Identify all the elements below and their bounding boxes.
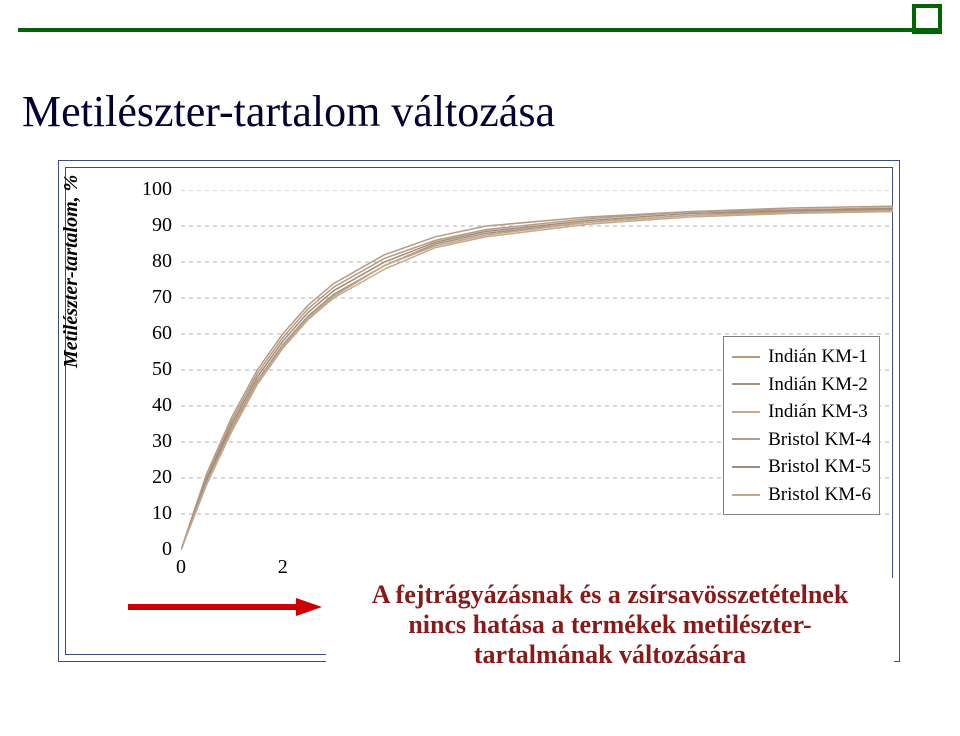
x-tick: 0 [166, 556, 196, 579]
chart-inner-frame: Metilészter-tartalom, % 0102030405060708… [65, 167, 893, 655]
page-title: Metilészter-tartalom változása [22, 86, 555, 137]
legend-swatch [732, 438, 760, 440]
legend-item: Bristol KM-6 [732, 481, 871, 509]
y-tick: 40 [132, 394, 172, 417]
legend-label: Bristol KM-6 [768, 481, 871, 509]
y-tick: 30 [132, 430, 172, 453]
legend-label: Indián KM-3 [768, 398, 868, 426]
legend-item: Indián KM-2 [732, 371, 871, 399]
legend-item: Indián KM-3 [732, 398, 871, 426]
callout-line-2: nincs hatása a termékek metilészter- [408, 610, 811, 639]
y-axis-label: Metilészter-tartalom, % [60, 175, 83, 368]
y-tick: 50 [132, 358, 172, 381]
arrow-annotation [128, 600, 324, 614]
header-rule [18, 28, 942, 32]
arrow-head-icon [296, 598, 322, 616]
y-tick: 10 [132, 502, 172, 525]
y-tick: 60 [132, 322, 172, 345]
x-tick: 2 [268, 556, 298, 579]
header-bar [0, 0, 960, 32]
legend-label: Bristol KM-5 [768, 453, 871, 481]
chart-frame: Metilészter-tartalom, % 0 10 20 30 40 50 60 70 8… [58, 160, 900, 662]
legend-label: Indián KM-2 [768, 371, 868, 399]
legend-item: Bristol KM-4 [732, 426, 871, 454]
y-tick: 20 [132, 466, 172, 489]
legend-swatch [732, 494, 760, 496]
legend-swatch [732, 466, 760, 468]
legend: Indián KM-1Indián KM-2Indián KM-3Bristol… [723, 336, 880, 515]
callout-line-1: A fejtrágyázásnak és a zsírsavösszetétel… [372, 580, 849, 609]
legend-swatch [732, 356, 760, 358]
legend-label: Indián KM-1 [768, 343, 868, 371]
y-tick: 70 [132, 286, 172, 309]
callout-box: A fejtrágyázásnak és a zsírsavösszetétel… [326, 578, 894, 672]
y-tick: 100 [132, 178, 172, 201]
y-tick: 80 [132, 250, 172, 273]
callout-line-3: tartalmának változására [474, 640, 746, 669]
legend-item: Bristol KM-5 [732, 453, 871, 481]
legend-swatch [732, 383, 760, 385]
legend-item: Indián KM-1 [732, 343, 871, 371]
legend-label: Bristol KM-4 [768, 426, 871, 454]
legend-swatch [732, 411, 760, 413]
arrow-shaft [128, 604, 298, 610]
y-tick: 90 [132, 214, 172, 237]
